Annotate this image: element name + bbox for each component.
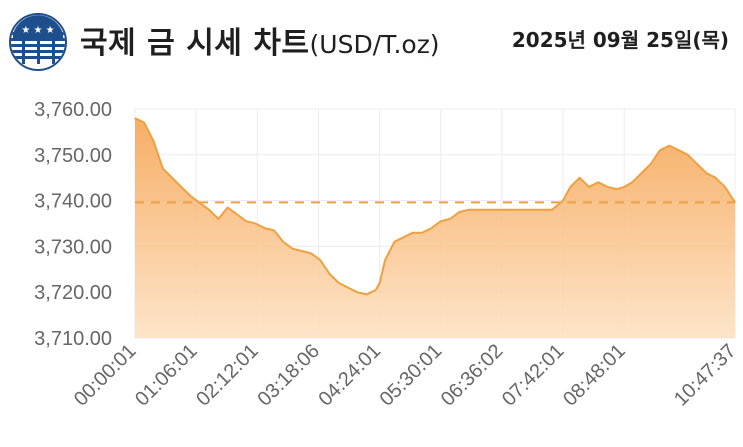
- price-point: [640, 172, 643, 174]
- price-area: [134, 117, 736, 338]
- price-point: [264, 227, 266, 229]
- x-tick-label: 07:42:01: [498, 340, 569, 411]
- x-tick-label: 01:06:01: [131, 340, 202, 411]
- price-area-fill: [135, 118, 735, 338]
- price-point: [421, 232, 423, 234]
- price-point: [467, 209, 470, 211]
- x-tick-label: 02:12:01: [192, 340, 263, 411]
- price-point: [245, 220, 247, 222]
- price-point: [347, 287, 349, 289]
- price-point: [384, 259, 386, 261]
- price-point: [579, 177, 581, 179]
- price-point: [217, 218, 219, 220]
- price-point: [134, 117, 136, 119]
- title-unit: (USD/T.oz): [309, 30, 440, 59]
- y-tick-label: 3,710.00: [34, 328, 112, 350]
- price-point: [430, 227, 433, 229]
- x-axis: 00:00:0101:06:0102:12:0103:18:0604:24:01…: [70, 340, 741, 411]
- price-point: [501, 209, 503, 211]
- y-tick-label: 3,740.00: [34, 191, 112, 213]
- y-tick-label: 3,730.00: [34, 236, 112, 258]
- price-point: [514, 209, 516, 211]
- price-point: [152, 140, 155, 142]
- price-point: [356, 291, 358, 293]
- price-point: [236, 213, 238, 215]
- price-point: [403, 236, 405, 238]
- price-point: [190, 195, 192, 197]
- price-point: [458, 211, 460, 213]
- price-point: [724, 186, 726, 188]
- price-point: [338, 282, 340, 284]
- y-tick-label: 3,720.00: [34, 282, 112, 304]
- price-point: [597, 181, 599, 183]
- price-point: [319, 259, 321, 261]
- price-point: [449, 218, 451, 220]
- price-point: [171, 177, 173, 179]
- price-point: [208, 209, 210, 211]
- price-point: [659, 149, 661, 151]
- price-point: [569, 186, 572, 188]
- price-point: [562, 200, 564, 202]
- price-point: [162, 167, 164, 170]
- price-point: [440, 220, 442, 222]
- price-point: [687, 154, 689, 156]
- price-point: [143, 122, 145, 124]
- price-point: [715, 177, 717, 179]
- price-point: [412, 232, 414, 234]
- svg-text:★ ★ ★: ★ ★ ★: [21, 25, 54, 36]
- x-tick-label: 08:48:01: [559, 340, 630, 411]
- price-point: [310, 252, 312, 254]
- price-point: [291, 248, 294, 250]
- price-point: [606, 186, 609, 188]
- y-tick-label: 3,760.00: [34, 99, 112, 121]
- price-point: [616, 188, 618, 190]
- title-main: 국제 금 시세 차트: [80, 26, 310, 61]
- price-point: [282, 241, 284, 243]
- price-point: [696, 163, 698, 165]
- x-tick-label: 00:00:01: [70, 340, 141, 411]
- price-point: [477, 209, 479, 211]
- page-title: 국제 금 시세 차트(USD/T.oz): [80, 18, 440, 62]
- price-point: [366, 293, 368, 296]
- price-point: [379, 282, 381, 284]
- price-point: [588, 186, 590, 188]
- price-point: [393, 241, 395, 243]
- price-point: [375, 289, 377, 291]
- price-point: [677, 149, 680, 151]
- price-point: [532, 209, 535, 211]
- price-point: [551, 209, 553, 211]
- date-label: 2025년 09월 25일(목): [511, 28, 729, 52]
- price-point: [623, 186, 625, 188]
- x-tick-label: 05:30:01: [376, 340, 447, 411]
- price-point: [705, 172, 707, 174]
- price-point: [631, 181, 633, 183]
- price-point: [273, 229, 275, 231]
- price-point: [328, 273, 331, 275]
- price-point: [668, 145, 670, 147]
- header: ★ ★ ★ 국제 금 시세 차트(USD/T.oz) 2025년 09월 25일…: [0, 0, 743, 80]
- price-point: [650, 163, 652, 165]
- x-tick-label: 06:36:02: [437, 340, 508, 411]
- price-point: [486, 209, 488, 211]
- x-tick-label: 04:24:01: [315, 340, 386, 411]
- x-tick-label: 03:18:06: [253, 340, 324, 411]
- price-point: [495, 209, 497, 211]
- price-point: [227, 206, 229, 209]
- y-axis: 3,760.00 3,750.00 3,740.00 3,730.00 3,720.00…: [34, 99, 112, 350]
- x-tick-label: 10:47:37: [670, 340, 741, 411]
- price-point: [180, 186, 182, 188]
- y-tick-label: 3,750.00: [34, 145, 112, 167]
- price-point: [254, 222, 256, 225]
- samsung-logo-icon: ★ ★ ★: [9, 13, 67, 71]
- price-point: [301, 250, 303, 252]
